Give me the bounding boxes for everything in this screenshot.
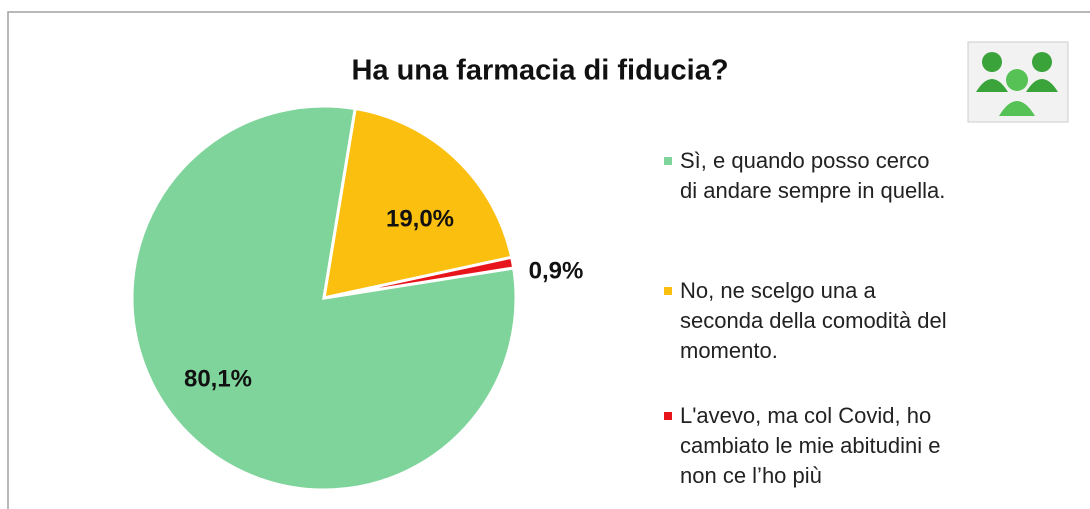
pie-slice [323, 255, 516, 300]
pie [130, 104, 518, 492]
legend-swatch [664, 287, 672, 295]
data-label: 80,1% [184, 365, 252, 392]
pie-slice [322, 106, 514, 300]
legend-label: Sì, e quando posso cerco di andare sempr… [680, 148, 946, 203]
people-icon [967, 41, 1069, 123]
data-label: 19,0% [386, 205, 454, 232]
legend-swatch [664, 412, 672, 420]
legend-label: L'avevo, ma col Covid, ho cambiato le mi… [680, 403, 941, 488]
data-label: 0,9% [529, 257, 584, 284]
legend-label: No, ne scelgo una a seconda della comodi… [680, 278, 947, 363]
chart-title: Ha una farmacia di fiducia? [351, 55, 728, 87]
legend-swatch [664, 157, 672, 165]
